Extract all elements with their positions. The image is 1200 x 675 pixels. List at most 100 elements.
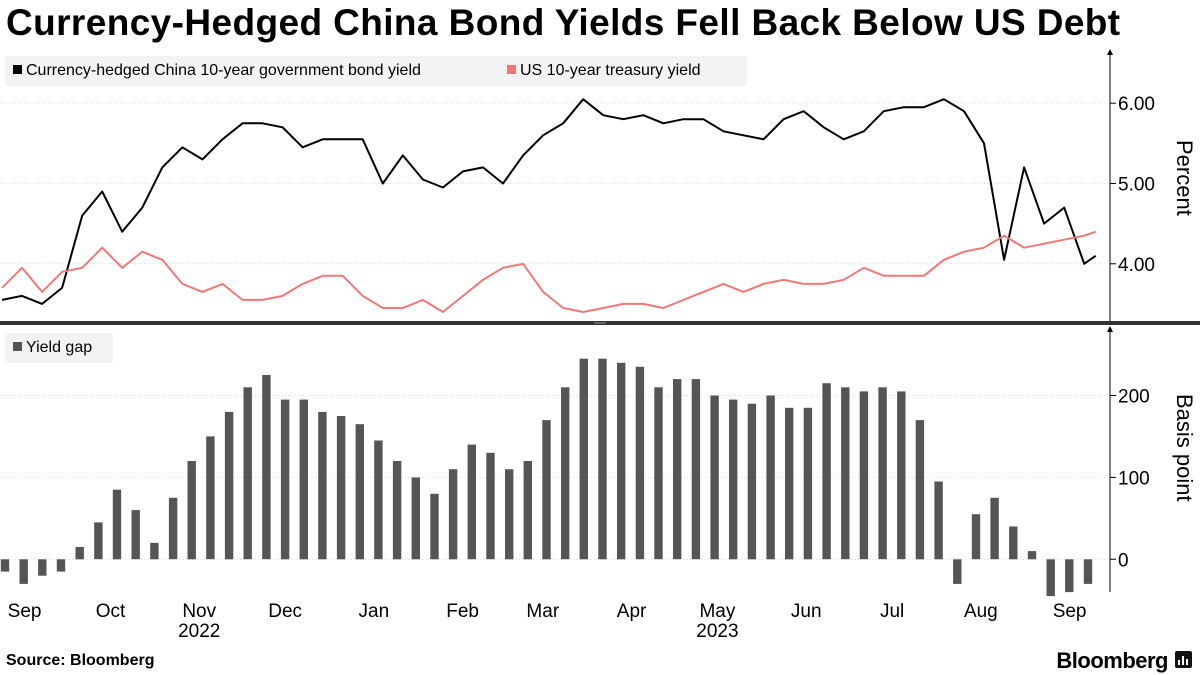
legend-swatch-yield-gap: [13, 342, 22, 351]
source-note: Source: Bloomberg: [6, 652, 155, 669]
yield-gap-bar: [878, 387, 887, 560]
x-tick-label: May: [699, 601, 735, 622]
yield-gap-bars: [0, 358, 1093, 597]
legend-item-yield-gap: Yield gap: [13, 339, 92, 357]
yield-gap-bar: [710, 395, 719, 560]
yield-gap-bar: [392, 461, 402, 560]
yield-gap-bar: [1083, 559, 1093, 584]
yield-gap-bar: [803, 407, 813, 560]
yield-gap-bar: [505, 469, 514, 560]
yield-gap-bar: [206, 436, 215, 560]
us-yield-line: [1, 230, 1097, 313]
yield-gap-bar: [915, 420, 925, 560]
axes: [0, 49, 1200, 592]
yield-gap-bar: [467, 444, 476, 560]
yield-gap-bar: [766, 395, 775, 560]
x-tick-label: Nov: [182, 601, 216, 622]
y-tick-label-bottom: 200: [1118, 387, 1150, 408]
yield-gap-bar: [523, 461, 532, 560]
x-tick-label: Sep: [1053, 601, 1087, 622]
yield-gap-bar: [635, 366, 645, 560]
yield-gap-bar: [19, 559, 28, 584]
yield-gap-bar: [691, 379, 701, 560]
x-year-label: 2022: [178, 621, 220, 640]
yield-gap-bar: [1065, 559, 1074, 593]
yield-gap-bar: [654, 387, 663, 560]
yield-lines: [1, 98, 1097, 313]
legend-swatch-china: [13, 65, 22, 74]
legend-label-yield-gap: Yield gap: [26, 339, 93, 356]
yield-gap-bar: [131, 510, 140, 560]
yield-gap-bar: [75, 547, 84, 560]
yield-gap-bar: [411, 477, 420, 560]
yield-gap-bar: [822, 383, 831, 560]
yield-gap-bar: [1046, 559, 1055, 597]
yield-gap-bar: [112, 489, 122, 560]
yield-gap-bar: [971, 514, 981, 560]
yield-gap-bar: [150, 542, 159, 560]
yield-gap-bar: [617, 362, 626, 560]
x-tick-label: Feb: [446, 601, 479, 622]
x-tick-label: Jul: [880, 601, 904, 622]
yield-gap-bar: [38, 559, 47, 576]
yield-gap-bar: [336, 416, 346, 560]
yield-gap-bar: [1027, 551, 1037, 560]
yield-gap-bar: [673, 379, 682, 560]
legend-top: Currency-hedged China 10-year government…: [5, 56, 747, 86]
yield-gap-bar: [94, 522, 103, 560]
yield-gap-bar: [561, 387, 570, 560]
yield-gap-bar: [841, 387, 850, 560]
yield-gap-bar: [56, 559, 66, 572]
chart-title: Currency-Hedged China Bond Yields Fell B…: [6, 2, 1121, 43]
china-yield-line: [1, 98, 1097, 305]
y-tick-label-bottom: 100: [1118, 468, 1150, 489]
y-axis-top-arrow: [1107, 49, 1113, 55]
x-tick-label: Jun: [791, 601, 822, 622]
yield-gap-bar: [1009, 526, 1018, 560]
y-axis-title-basis-point: Basis point: [1172, 394, 1197, 502]
legend-label-us: US 10-year treasury yield: [520, 62, 701, 79]
tick-labels: 4.00 5.00 6.00 0 100 200 Sep Oct Nov Dec Jan Feb Mar…: [8, 94, 1155, 640]
yield-gap-bar: [0, 559, 10, 572]
yield-gap-bar: [224, 411, 234, 560]
legend-bottom: Yield gap: [5, 333, 113, 363]
x-tick-label: Apr: [617, 601, 647, 622]
legend-item-us: US 10-year treasury yield: [507, 62, 701, 80]
yield-gap-bar: [486, 452, 495, 560]
chart-area: 4.00 5.00 6.00 0 100 200 Sep Oct Nov Dec Jan Feb Mar…: [0, 49, 1200, 640]
yield-gap-bar: [243, 387, 252, 560]
top-panel-gridlines: [0, 102, 1110, 265]
yield-gap-bar: [934, 481, 943, 560]
yield-gap-bar: [374, 440, 383, 560]
y-tick-label-top: 4.00: [1118, 255, 1155, 276]
yield-gap-bar: [448, 469, 458, 560]
yield-gap-bar: [598, 358, 607, 560]
y-tick-label-top: 5.00: [1118, 174, 1155, 195]
yield-gap-bar: [729, 399, 738, 560]
yield-gap-bar: [747, 403, 757, 560]
yield-gap-bar: [785, 407, 794, 560]
legend-label-china: Currency-hedged China 10-year government…: [26, 62, 421, 79]
yield-gap-bar: [430, 493, 439, 560]
y-tick-label-top: 6.00: [1118, 94, 1155, 115]
legend-item-china: Currency-hedged China 10-year government…: [13, 62, 421, 80]
yield-gap-bar: [579, 358, 588, 560]
x-tick-label: Aug: [964, 601, 998, 622]
bloomberg-logo-text: Bloomberg: [1056, 648, 1168, 673]
yield-gap-bar: [859, 391, 869, 560]
yield-gap-bar: [299, 399, 308, 560]
yield-gap-bar: [280, 399, 290, 560]
y-axis-bottom-arrow: [1107, 326, 1113, 332]
yield-gap-bar: [897, 391, 906, 560]
x-tick-label: Oct: [96, 601, 126, 622]
bloomberg-bars-icon: [1175, 651, 1192, 668]
x-year-label: 2023: [696, 621, 738, 640]
yield-gap-bar: [187, 461, 196, 560]
y-tick-label-bottom: 0: [1118, 550, 1129, 571]
x-tick-label: Dec: [268, 601, 302, 622]
bottom-panel-gridlines: [0, 395, 1110, 560]
yield-gap-bar: [542, 420, 551, 560]
yield-gap-bar: [355, 424, 364, 560]
yield-gap-bar: [990, 497, 999, 560]
yield-gap-bar: [168, 497, 178, 560]
